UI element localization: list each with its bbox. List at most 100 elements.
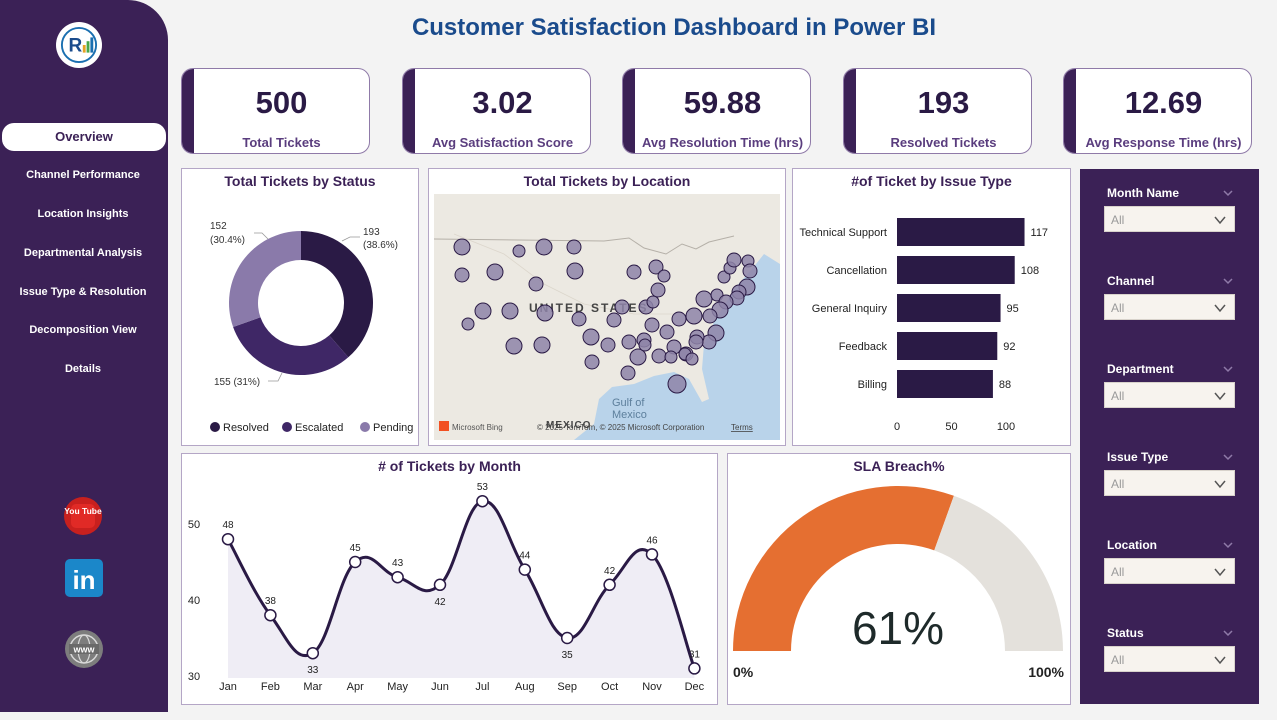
- youtube-icon[interactable]: You Tube: [63, 496, 103, 536]
- sla-gauge-chart[interactable]: 61% 0% 100%: [728, 454, 1070, 704]
- location-bubble[interactable]: [505, 337, 523, 355]
- location-bubble[interactable]: [648, 259, 664, 275]
- legend-label-escalated: Escalated: [295, 422, 343, 434]
- issue-bar-cancellation[interactable]: [897, 256, 1015, 284]
- nav-departmental-analysis[interactable]: Departmental Analysis: [23, 247, 143, 259]
- location-bubble[interactable]: [454, 267, 470, 283]
- location-bubble[interactable]: [629, 348, 647, 366]
- chevron-down-icon[interactable]: [1223, 540, 1233, 550]
- location-bubble[interactable]: [606, 312, 622, 328]
- month-point-jan[interactable]: [221, 532, 235, 546]
- slicer-label-channel: Channel: [1107, 274, 1155, 288]
- location-bubble[interactable]: [461, 317, 475, 331]
- chevron-down-icon[interactable]: [1223, 452, 1233, 462]
- location-bubble[interactable]: [702, 308, 718, 324]
- slicer-dropdown-issue-type[interactable]: All: [1104, 470, 1235, 496]
- nav-channel-performance[interactable]: Channel Performance: [26, 169, 140, 181]
- location-bubble[interactable]: [644, 317, 660, 333]
- location-bubble[interactable]: [584, 354, 600, 370]
- nav-decomposition-view[interactable]: Decomposition View: [29, 324, 137, 336]
- month-point-jul[interactable]: [476, 494, 489, 508]
- issue-bar-billing[interactable]: [897, 370, 993, 398]
- month-point-jun[interactable]: [433, 578, 447, 592]
- slicer-dropdown-location[interactable]: All: [1104, 558, 1235, 584]
- month-point-aug[interactable]: [518, 563, 532, 576]
- linkedin-icon[interactable]: in: [64, 558, 104, 598]
- location-map[interactable]: UNITED STATES Gulf of Mexico MEXICO Micr…: [434, 194, 780, 440]
- chevron-down-icon[interactable]: [1223, 276, 1233, 286]
- location-bubble[interactable]: [614, 299, 630, 315]
- location-bubble[interactable]: [533, 336, 551, 354]
- location-bubble[interactable]: [685, 352, 699, 366]
- location-bubble[interactable]: [650, 282, 666, 298]
- location-bubble[interactable]: [742, 263, 758, 279]
- month-point-nov[interactable]: [645, 548, 659, 561]
- slicer-dropdown-month-name[interactable]: All: [1104, 206, 1235, 232]
- location-bubble[interactable]: [453, 238, 471, 256]
- issue-type-bar-chart[interactable]: Technical Support 117 Cancellation 108 Gener…: [793, 169, 1070, 445]
- nav-overview[interactable]: Overview: [2, 123, 166, 151]
- location-bubble[interactable]: [726, 252, 742, 268]
- location-bubble[interactable]: [671, 311, 687, 327]
- nav-issue-type-resolution[interactable]: Issue Type & Resolution: [19, 286, 147, 298]
- location-bubble[interactable]: [717, 270, 731, 284]
- location-bubble[interactable]: [566, 262, 584, 280]
- location-bubble[interactable]: [646, 295, 660, 309]
- issue-bar-feedback[interactable]: [897, 332, 998, 360]
- location-bubble[interactable]: [621, 334, 637, 350]
- company-logo[interactable]: R: [56, 22, 102, 68]
- slicer-dropdown-department[interactable]: All: [1104, 382, 1235, 408]
- location-bubble[interactable]: [659, 324, 675, 340]
- location-bubble[interactable]: [600, 337, 616, 353]
- svg-text:You Tube: You Tube: [64, 506, 102, 516]
- month-point-mar[interactable]: [306, 646, 320, 660]
- location-bubble[interactable]: [688, 334, 704, 350]
- nav-details[interactable]: Details: [64, 363, 102, 375]
- month-point-sep[interactable]: [560, 631, 574, 645]
- location-bubble[interactable]: [582, 328, 600, 346]
- location-bubble[interactable]: [474, 302, 492, 320]
- issue-bar-technical-support[interactable]: [897, 218, 1025, 246]
- location-bubble[interactable]: [664, 350, 678, 364]
- chevron-down-icon[interactable]: [1223, 364, 1233, 374]
- donut-slice-escalated[interactable]: [233, 317, 349, 376]
- location-bubble[interactable]: [620, 365, 636, 381]
- location-bubble[interactable]: [486, 263, 504, 281]
- issue-bar-general-inquiry[interactable]: [897, 294, 1001, 322]
- donut-slice-resolved[interactable]: [301, 231, 373, 358]
- location-bubble[interactable]: [528, 276, 544, 292]
- location-bubble[interactable]: [638, 338, 652, 352]
- location-bubble[interactable]: [535, 238, 553, 256]
- map-terms-link[interactable]: Terms: [731, 423, 753, 432]
- location-bubble[interactable]: [695, 290, 713, 308]
- data-label: 43: [392, 558, 404, 569]
- issue-value-label: 108: [1021, 265, 1039, 277]
- location-bubble[interactable]: [512, 244, 526, 258]
- month-point-apr[interactable]: [348, 555, 362, 569]
- location-bubble[interactable]: [566, 239, 582, 255]
- location-bubble[interactable]: [657, 269, 671, 283]
- nav-location-insights[interactable]: Location Insights: [37, 208, 129, 220]
- location-bubble[interactable]: [626, 264, 642, 280]
- sla-gauge-remaining-arc[interactable]: [934, 495, 1063, 651]
- location-bubble[interactable]: [685, 307, 703, 325]
- location-bubble[interactable]: [651, 348, 667, 364]
- website-icon[interactable]: www: [64, 629, 104, 669]
- slicer-dropdown-status[interactable]: All: [1104, 646, 1235, 672]
- slicer-dropdown-channel[interactable]: All: [1104, 294, 1235, 320]
- month-point-feb[interactable]: [264, 608, 277, 622]
- month-point-dec[interactable]: [688, 662, 701, 675]
- donut-slice-pending[interactable]: [229, 231, 301, 327]
- month-point-oct[interactable]: [603, 578, 616, 592]
- location-bubble[interactable]: [501, 302, 519, 320]
- location-bubble[interactable]: [571, 311, 587, 327]
- location-bubble[interactable]: [667, 374, 687, 394]
- monthly-tickets-chart[interactable]: 48 38 33 45 43 42 53 44 35 42 46 31 Jan Feb Mar Apr May J…: [182, 454, 717, 704]
- chevron-down-icon[interactable]: [1223, 628, 1233, 638]
- month-point-may[interactable]: [391, 570, 404, 584]
- location-bubble[interactable]: [536, 304, 554, 322]
- x-axis-tick-label: Jun: [431, 681, 449, 693]
- sla-gauge-value-arc[interactable]: [733, 486, 954, 651]
- status-donut-chart[interactable]: 193 (38.6%) 152 (30.4%) 155 (31%) Resolved Esc…: [182, 169, 418, 445]
- chevron-down-icon[interactable]: [1223, 188, 1233, 198]
